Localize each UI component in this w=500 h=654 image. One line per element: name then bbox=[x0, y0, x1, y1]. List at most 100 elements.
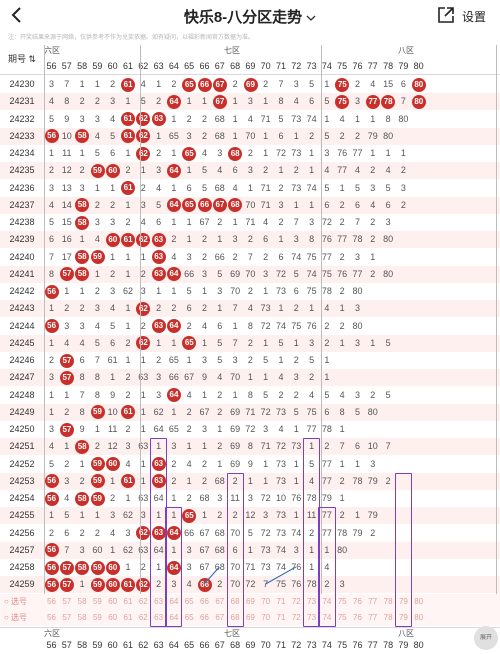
miss-count: 2 bbox=[339, 251, 345, 262]
predict-cell[interactable]: 61 bbox=[123, 596, 133, 606]
miss-count: 5 bbox=[140, 96, 146, 107]
predict-cell[interactable]: 57 bbox=[62, 596, 72, 606]
drawn-ball: 67 bbox=[212, 198, 227, 213]
predict-cell[interactable]: 70 bbox=[261, 612, 271, 622]
predict-cell[interactable]: 79 bbox=[398, 612, 408, 622]
predict-cell[interactable]: 64 bbox=[169, 596, 179, 606]
miss-count: 1 bbox=[201, 96, 207, 107]
settings-button[interactable]: 设置 bbox=[462, 10, 487, 24]
miss-count: 2 bbox=[79, 475, 85, 486]
miss-count: 5 bbox=[217, 268, 223, 279]
miss-count: 2 bbox=[370, 165, 376, 176]
predict-cell[interactable]: 69 bbox=[245, 612, 255, 622]
predict-cell[interactable]: 57 bbox=[62, 612, 72, 622]
expand-button[interactable]: 展开 bbox=[474, 626, 498, 650]
miss-count: 2 bbox=[110, 493, 116, 503]
predict-cell[interactable]: 72 bbox=[291, 612, 301, 622]
predict-cell[interactable]: 72 bbox=[291, 596, 301, 606]
miss-count: 78 bbox=[306, 493, 317, 503]
predict-cell[interactable]: 67 bbox=[215, 612, 225, 622]
drawn-ball: 58 bbox=[75, 491, 90, 506]
predict-cell[interactable]: 68 bbox=[230, 596, 240, 606]
predict-cell[interactable]: 73 bbox=[307, 612, 317, 622]
miss-count: 70 bbox=[230, 286, 241, 296]
page-title[interactable]: 快乐8-八分区走势 bbox=[0, 6, 500, 27]
miss-count: 1 bbox=[64, 286, 70, 296]
predict-cell[interactable]: 78 bbox=[383, 612, 393, 622]
predict-cell[interactable]: 75 bbox=[337, 612, 347, 622]
predict-cell[interactable]: 62 bbox=[138, 612, 148, 622]
predict-cell[interactable]: 80 bbox=[414, 596, 424, 606]
miss-count: 63 bbox=[138, 493, 149, 503]
predict-cell[interactable]: 73 bbox=[307, 596, 317, 606]
predict-cell[interactable]: 65 bbox=[184, 596, 194, 606]
selection-box bbox=[165, 507, 182, 627]
predict-cell[interactable]: 80 bbox=[414, 612, 424, 622]
predict-cell[interactable]: 60 bbox=[108, 596, 118, 606]
miss-count: 3 bbox=[186, 130, 192, 141]
miss-count: 6 bbox=[354, 199, 360, 210]
predict-cell[interactable]: 69 bbox=[245, 596, 255, 606]
predict-cell[interactable]: 77 bbox=[368, 612, 378, 622]
predict-cell[interactable]: 70 bbox=[261, 596, 271, 606]
back-icon[interactable] bbox=[6, 4, 28, 26]
miss-count: 1 bbox=[110, 182, 116, 193]
predict-cell[interactable]: 56 bbox=[47, 596, 56, 606]
predict-cell[interactable]: 56 bbox=[47, 612, 56, 622]
miss-count: 77 bbox=[306, 424, 317, 434]
miss-count: 2 bbox=[125, 217, 131, 227]
zone-label: 七区 bbox=[224, 46, 240, 55]
predict-cell[interactable]: 62 bbox=[138, 596, 148, 606]
predict-cell[interactable]: 58 bbox=[77, 596, 87, 606]
miss-count: 3 bbox=[354, 303, 360, 314]
miss-count: 5 bbox=[48, 458, 54, 469]
predict-cell[interactable]: 79 bbox=[398, 596, 408, 606]
predict-cell[interactable]: 64 bbox=[169, 612, 179, 622]
predict-cell[interactable]: 63 bbox=[154, 612, 164, 622]
miss-count: 76 bbox=[291, 493, 302, 503]
predict-cell[interactable]: 68 bbox=[230, 612, 240, 622]
column-header: 63 bbox=[153, 61, 164, 71]
miss-count: 4 bbox=[324, 303, 330, 314]
predict-cell[interactable]: 59 bbox=[92, 612, 102, 622]
drawn-ball: 57 bbox=[59, 422, 74, 437]
column-header: 66 bbox=[199, 61, 210, 71]
predict-cell[interactable]: 61 bbox=[123, 612, 133, 622]
issue-header[interactable]: 期号 ⇅ bbox=[7, 54, 37, 64]
predict-cell[interactable]: 71 bbox=[276, 612, 286, 622]
predict-cell[interactable]: 75 bbox=[337, 596, 347, 606]
footer-column-header: 58 bbox=[77, 639, 88, 650]
drawn-ball: 63 bbox=[151, 250, 166, 264]
predict-cell[interactable]: 58 bbox=[77, 612, 87, 622]
predict-cell[interactable]: 65 bbox=[184, 612, 194, 622]
predict-cell[interactable]: 66 bbox=[200, 596, 209, 606]
miss-count: 2 bbox=[156, 579, 162, 590]
miss-count: 2 bbox=[79, 96, 85, 107]
issue-number: 24236 bbox=[9, 182, 35, 193]
miss-count: 5 bbox=[293, 268, 299, 279]
drawn-ball: 68 bbox=[228, 198, 243, 213]
share-icon[interactable] bbox=[436, 5, 456, 25]
predict-cell[interactable]: 67 bbox=[215, 596, 225, 606]
footer-divider bbox=[0, 626, 500, 628]
predict-cell[interactable]: 78 bbox=[383, 596, 393, 606]
miss-count: 7 bbox=[48, 251, 54, 262]
predict-cell[interactable]: 59 bbox=[92, 596, 102, 606]
predict-cell[interactable]: 71 bbox=[276, 596, 286, 606]
miss-count: 73 bbox=[291, 441, 302, 452]
miss-count: 10 bbox=[367, 441, 378, 452]
predict-cell[interactable]: 60 bbox=[108, 612, 118, 622]
predict-cell[interactable]: 63 bbox=[154, 596, 164, 606]
miss-count: 1 bbox=[201, 389, 207, 400]
predict-cell[interactable]: 74 bbox=[322, 612, 332, 622]
predict-cell[interactable]: 77 bbox=[368, 596, 378, 606]
predict-label[interactable]: ○ 选号 bbox=[4, 596, 28, 606]
predict-cell[interactable]: 74 bbox=[322, 596, 332, 606]
predict-cell[interactable]: 76 bbox=[353, 612, 362, 622]
miss-count: 1 bbox=[156, 79, 162, 89]
predict-cell[interactable]: 76 bbox=[353, 596, 362, 606]
miss-count: 4 bbox=[64, 493, 70, 503]
predict-label[interactable]: ○ 选号 bbox=[4, 612, 28, 622]
predict-cell[interactable]: 66 bbox=[200, 612, 209, 622]
miss-count: 3 bbox=[156, 372, 162, 383]
